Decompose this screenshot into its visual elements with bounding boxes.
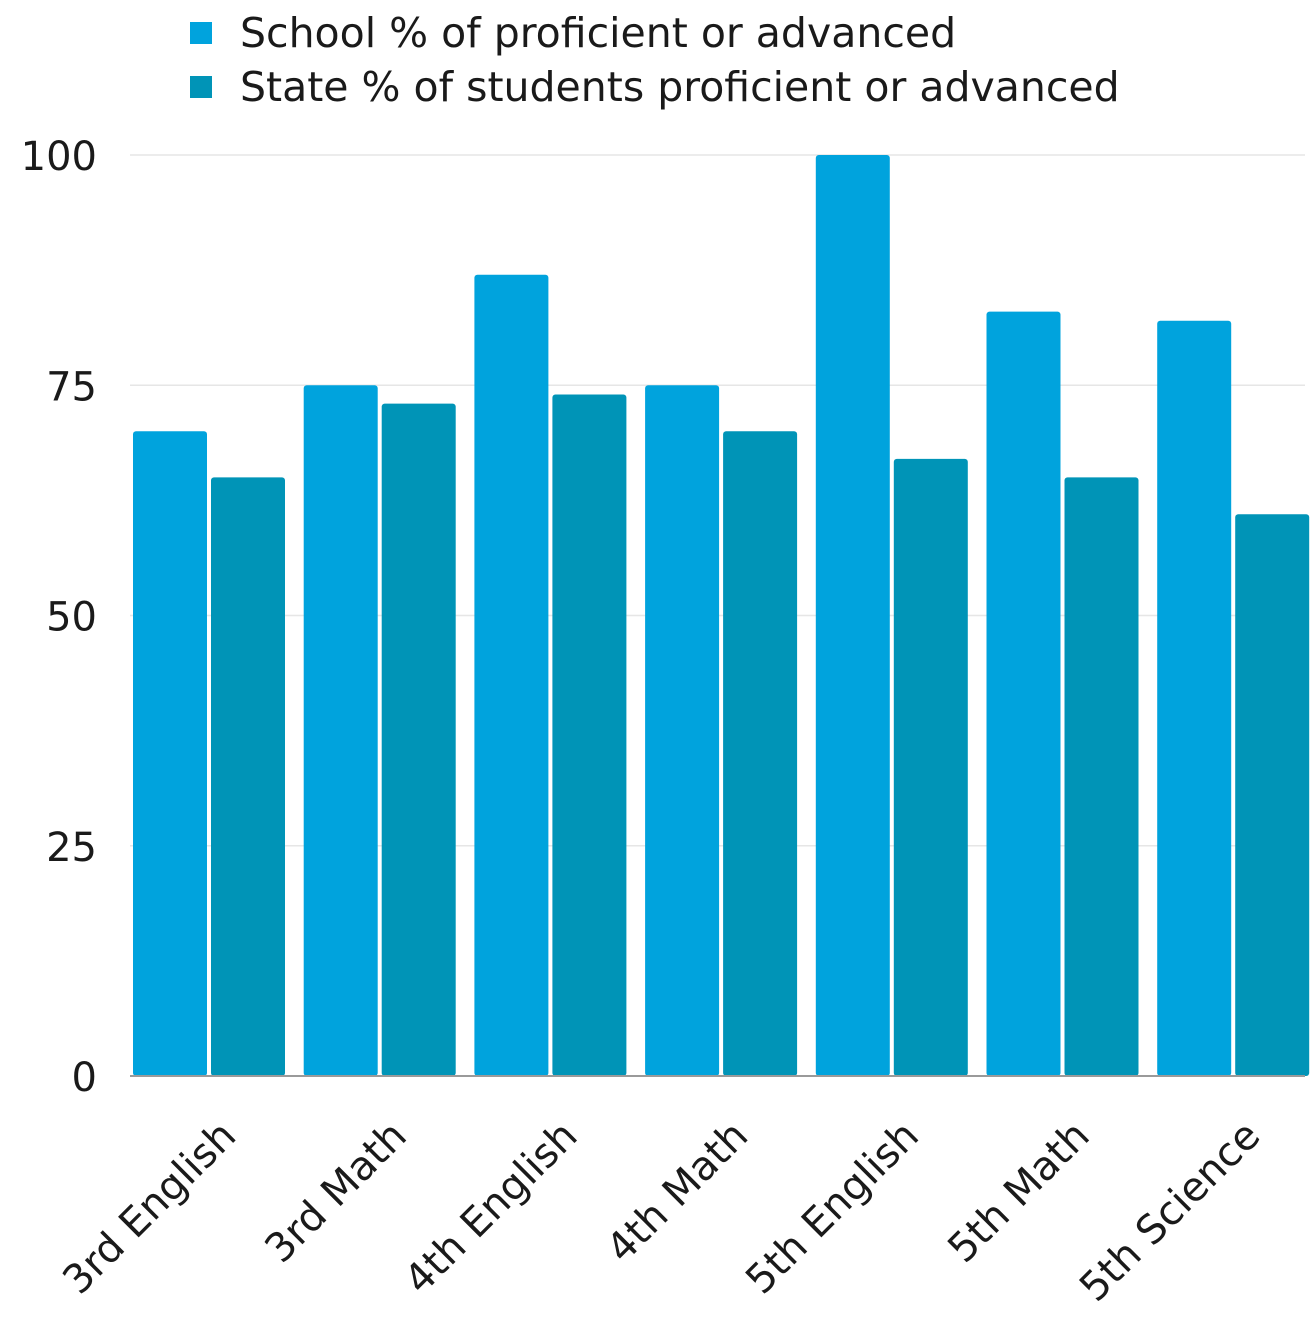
bar-school-0 (133, 431, 207, 1076)
bar-school-4 (815, 155, 890, 1076)
x-tick-label-5: 5th Math (939, 1113, 1098, 1272)
bar-state-1 (381, 403, 456, 1076)
bar-state-6 (1235, 514, 1310, 1076)
legend-label-school: School % of proficient or advanced (240, 9, 957, 57)
x-tick-label-4: 5th English (737, 1113, 928, 1304)
y-tick-label-75: 75 (46, 364, 97, 410)
bar-state-4 (893, 458, 968, 1076)
legend-swatch-state (190, 76, 212, 98)
bar-state-0 (211, 477, 285, 1077)
bar-state-3 (723, 431, 798, 1076)
y-tick-label-50: 50 (46, 595, 97, 641)
y-tick-label-100: 100 (21, 134, 97, 180)
x-tick-label-6: 5th Science (1071, 1113, 1269, 1311)
bar-state-5 (1064, 477, 1139, 1077)
legend-item-school: School % of proficient or advanced (190, 6, 1120, 60)
bar-school-3 (645, 385, 720, 1076)
y-tick-label-0: 0 (72, 1055, 97, 1101)
bar-state-2 (552, 394, 627, 1077)
legend: School % of proficient or advanced State… (190, 6, 1120, 114)
x-tick-label-0: 3rd English (54, 1113, 245, 1304)
x-tick-label-2: 4th English (396, 1113, 587, 1304)
x-tick-label-3: 4th Math (598, 1113, 757, 1272)
x-tick-label-1: 3rd Math (256, 1113, 415, 1272)
bars (133, 155, 1310, 1077)
legend-item-state: State % of students proficient or advanc… (190, 60, 1120, 114)
legend-label-state: State % of students proficient or advanc… (240, 63, 1120, 111)
y-tick-label-25: 25 (46, 825, 97, 871)
legend-swatch-school (190, 22, 212, 44)
y-axis-ticks: 0 25 50 75 100 (21, 134, 97, 1101)
bar-school-1 (303, 385, 378, 1076)
bar-school-2 (474, 274, 549, 1077)
bar-school-6 (1157, 320, 1232, 1076)
bar-school-5 (986, 311, 1061, 1076)
